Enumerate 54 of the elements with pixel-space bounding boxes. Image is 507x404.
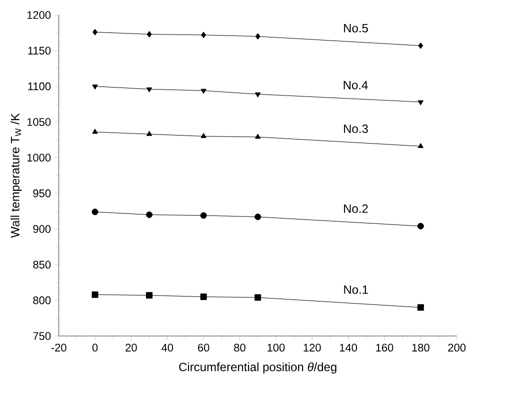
y-tick-label: 900 xyxy=(33,225,51,233)
series-label: No.5 xyxy=(344,24,368,32)
y-tick-label: 750 xyxy=(33,332,51,340)
point xyxy=(92,28,98,36)
point xyxy=(417,222,424,230)
y-tick-label: 850 xyxy=(33,260,51,269)
y-tick-label: 950 xyxy=(33,189,51,198)
series-label: No.2 xyxy=(344,204,368,213)
series-label: No.3 xyxy=(344,124,368,133)
point xyxy=(255,33,260,40)
x-tick-label: 200 xyxy=(448,344,466,352)
x-tick-label: 80 xyxy=(234,344,246,352)
point xyxy=(146,87,152,92)
x-tick-label: 40 xyxy=(162,344,174,352)
y-tick-label: 1200 xyxy=(27,11,51,19)
point xyxy=(146,292,153,299)
point xyxy=(92,84,98,90)
y-tick-label: 1150 xyxy=(28,46,51,55)
x-tick-label: 120 xyxy=(304,344,321,352)
x-tick-label: 160 xyxy=(376,344,394,352)
series-label: No.1 xyxy=(344,286,368,294)
x-tick-label: -20 xyxy=(51,344,66,352)
point xyxy=(92,291,98,298)
point xyxy=(200,133,206,138)
point xyxy=(200,294,207,300)
series-label: No.4 xyxy=(344,80,368,90)
point xyxy=(201,32,206,38)
y-axis-title: Wall temperature T$_{W}$ /K xyxy=(10,113,22,238)
point xyxy=(254,134,261,139)
point xyxy=(200,212,207,219)
point xyxy=(418,42,424,49)
point xyxy=(417,304,424,311)
point xyxy=(92,128,98,134)
point xyxy=(146,31,152,38)
point xyxy=(418,100,424,106)
x-tick-label: 0 xyxy=(92,344,98,352)
x-tick-label: 60 xyxy=(198,344,210,352)
x-tick-label: 140 xyxy=(340,344,358,352)
y-tick-label: 1050 xyxy=(27,118,51,126)
point xyxy=(146,211,153,218)
point xyxy=(146,130,152,136)
point xyxy=(254,214,262,220)
point xyxy=(200,88,206,94)
point xyxy=(92,208,98,216)
x-axis-title: Circumferential position θ/deg xyxy=(179,362,336,374)
x-tick-label: 180 xyxy=(412,344,430,352)
x-tick-label: 100 xyxy=(268,344,285,352)
y-tick-label: 800 xyxy=(33,296,51,304)
x-tick-label: 20 xyxy=(126,344,137,352)
y-tick-label: 1000 xyxy=(27,154,51,162)
point xyxy=(254,294,262,301)
point xyxy=(254,92,261,98)
y-tick-label: 1100 xyxy=(28,82,51,90)
point xyxy=(418,143,424,148)
